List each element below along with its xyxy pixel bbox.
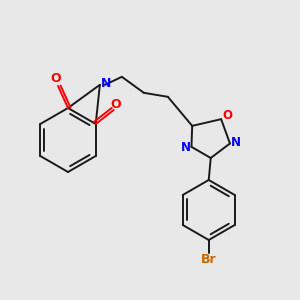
Text: O: O — [110, 98, 121, 110]
Text: N: N — [231, 136, 241, 149]
Text: O: O — [222, 109, 232, 122]
Text: N: N — [101, 77, 111, 90]
Text: O: O — [51, 73, 61, 85]
Text: N: N — [181, 141, 190, 154]
Text: Br: Br — [201, 254, 217, 266]
